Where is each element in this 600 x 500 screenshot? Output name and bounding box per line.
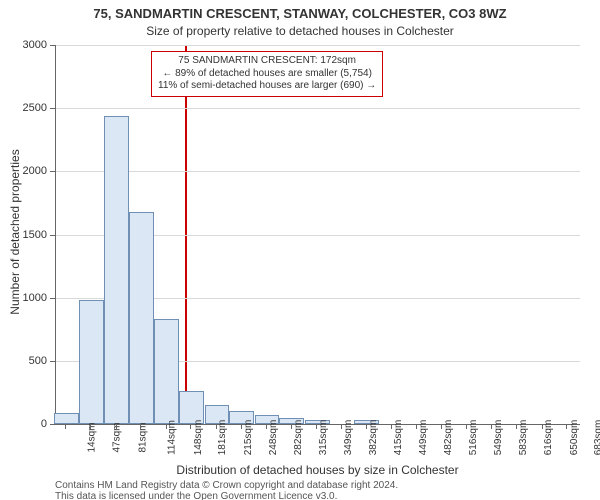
ytick-label: 500 — [0, 355, 47, 367]
xtick-mark — [542, 424, 543, 429]
xtick-label: 248sqm — [268, 420, 279, 456]
xtick-label: 650sqm — [569, 420, 580, 456]
ytick-mark — [50, 108, 55, 109]
histogram-bar — [154, 319, 179, 424]
xtick-label: 81sqm — [137, 422, 148, 452]
xtick-label: 349sqm — [343, 420, 354, 456]
xtick-mark — [65, 424, 66, 429]
xtick-mark — [466, 424, 467, 429]
xtick-mark — [516, 424, 517, 429]
chart-title-line2: Size of property relative to detached ho… — [0, 24, 600, 38]
xtick-mark — [441, 424, 442, 429]
footer-line2: This data is licensed under the Open Gov… — [55, 491, 337, 500]
chart-title-line1: 75, SANDMARTIN CRESCENT, STANWAY, COLCHE… — [0, 6, 600, 21]
xtick-label: 215sqm — [243, 420, 254, 456]
x-axis-label: Distribution of detached houses by size … — [55, 463, 580, 477]
xtick-label: 14sqm — [87, 422, 98, 452]
ytick-mark — [50, 45, 55, 46]
ytick-label: 3000 — [0, 39, 47, 51]
annotation-line2: ← 89% of detached houses are smaller (5,… — [158, 68, 376, 81]
xtick-mark — [116, 424, 117, 429]
xtick-label: 47sqm — [112, 422, 123, 452]
ytick-label: 1000 — [0, 292, 47, 304]
ytick-mark — [50, 298, 55, 299]
xtick-label: 516sqm — [468, 420, 479, 456]
gridline — [56, 108, 580, 109]
xtick-mark — [266, 424, 267, 429]
xtick-mark — [166, 424, 167, 429]
xtick-mark — [190, 424, 191, 429]
gridline — [56, 45, 580, 46]
xtick-label: 114sqm — [167, 420, 178, 455]
xtick-label: 181sqm — [218, 420, 229, 456]
ytick-label: 1500 — [0, 229, 47, 241]
histogram-bar — [104, 116, 129, 424]
xtick-label: 683sqm — [593, 420, 600, 456]
annotation-box: 75 SANDMARTIN CRESCENT: 172sqm ← 89% of … — [151, 51, 383, 97]
xtick-label: 449sqm — [418, 420, 429, 456]
ytick-label: 2000 — [0, 165, 47, 177]
xtick-label: 616sqm — [543, 420, 554, 456]
xtick-mark — [140, 424, 141, 429]
ytick-label: 0 — [0, 418, 47, 430]
xtick-mark — [316, 424, 317, 429]
xtick-label: 282sqm — [293, 420, 304, 456]
xtick-mark — [241, 424, 242, 429]
ytick-label: 2500 — [0, 102, 47, 114]
annotation-line1: 75 SANDMARTIN CRESCENT: 172sqm — [158, 55, 376, 68]
gridline — [56, 171, 580, 172]
xtick-label: 549sqm — [493, 420, 504, 456]
histogram-bar — [54, 413, 79, 424]
histogram-bar — [79, 300, 104, 424]
xtick-mark — [391, 424, 392, 429]
xtick-mark — [416, 424, 417, 429]
xtick-label: 415sqm — [393, 420, 404, 456]
xtick-mark — [216, 424, 217, 429]
ytick-mark — [50, 424, 55, 425]
chart-root: 75, SANDMARTIN CRESCENT, STANWAY, COLCHE… — [0, 0, 600, 500]
plot-area: 75 SANDMARTIN CRESCENT: 172sqm ← 89% of … — [55, 45, 580, 425]
xtick-label: 382sqm — [368, 420, 379, 456]
ytick-mark — [50, 235, 55, 236]
xtick-mark — [90, 424, 91, 429]
ytick-mark — [50, 361, 55, 362]
histogram-bar — [129, 212, 154, 424]
xtick-mark — [341, 424, 342, 429]
ytick-mark — [50, 171, 55, 172]
xtick-mark — [366, 424, 367, 429]
xtick-label: 315sqm — [318, 420, 329, 456]
xtick-mark — [491, 424, 492, 429]
xtick-label: 482sqm — [443, 420, 454, 456]
xtick-label: 148sqm — [193, 420, 204, 456]
annotation-line3: 11% of semi-detached houses are larger (… — [158, 80, 376, 93]
xtick-label: 583sqm — [518, 420, 529, 456]
xtick-mark — [566, 424, 567, 429]
xtick-mark — [291, 424, 292, 429]
footer-line1: Contains HM Land Registry data © Crown c… — [55, 480, 398, 491]
